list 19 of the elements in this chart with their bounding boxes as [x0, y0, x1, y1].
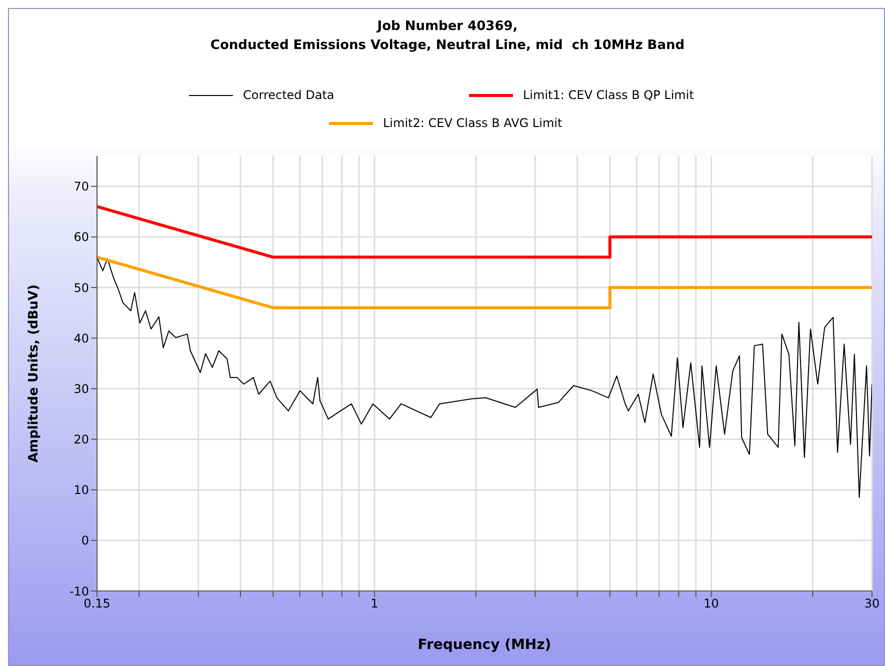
y-tick-label: 60: [74, 230, 89, 244]
y-tick-label: 40: [74, 331, 89, 346]
y-tick-label: 10: [74, 483, 89, 498]
legend-label: Corrected Data: [243, 88, 334, 102]
y-tick-label: 50: [74, 280, 89, 295]
y-tick-label: 0: [81, 534, 89, 548]
chart-title: Job Number 40369, Conducted Emissions Voltage, Neutral Line, mid ch 10MHz Band: [209, 18, 686, 55]
y-axis-title: Amplitude Units, (dBuV): [26, 284, 42, 463]
x-tick-label: 10: [704, 596, 719, 611]
y-tick-label: 20: [74, 432, 89, 447]
x-tick-label: 0.15: [84, 596, 110, 611]
legend-label: Limit1: CEV Class B QP Limit: [523, 88, 694, 102]
x-tick-label: 30: [864, 596, 880, 611]
x-axis-title: Frequency (MHz): [418, 637, 552, 653]
y-tick-label: 70: [74, 180, 89, 194]
legend-label: Limit2: CEV Class B AVG Limit: [383, 116, 562, 130]
y-tick-label: 30: [74, 382, 89, 396]
y-tick-label: -10: [69, 584, 89, 598]
x-tick-label: 1: [370, 596, 378, 611]
